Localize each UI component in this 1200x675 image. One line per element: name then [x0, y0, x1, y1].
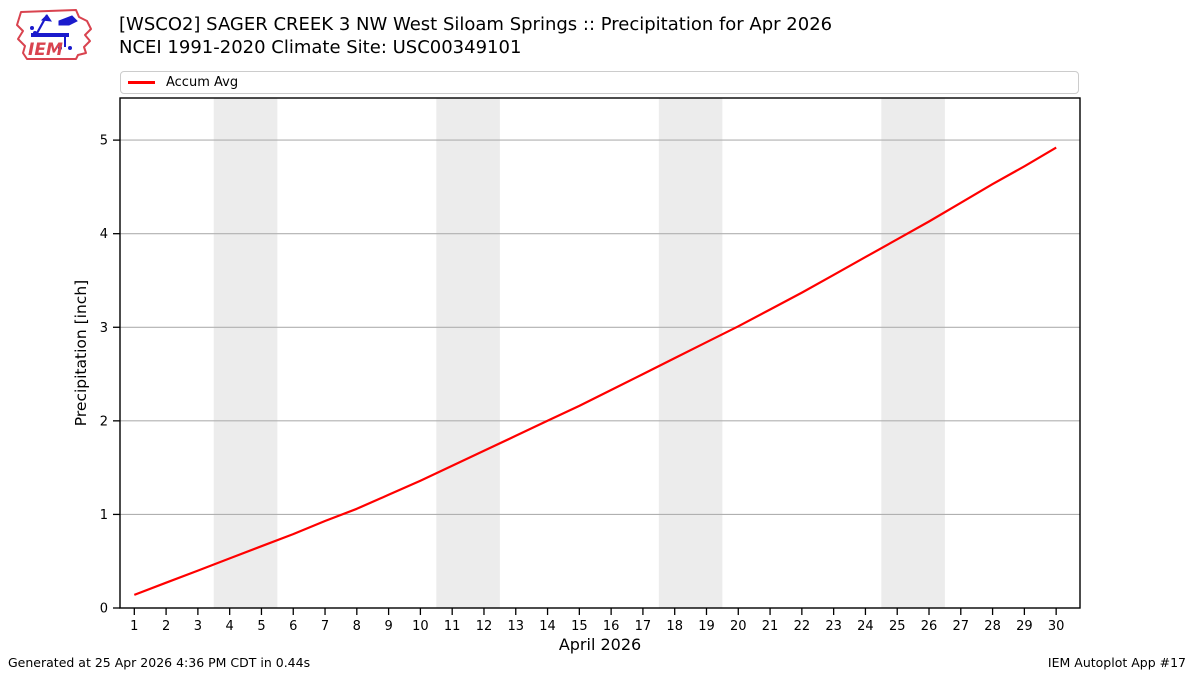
- x-tick-label: 7: [321, 619, 329, 634]
- x-tick-label: 3: [194, 619, 202, 634]
- x-tick-label: 9: [384, 619, 392, 634]
- x-tick-label: 4: [226, 619, 234, 634]
- x-tick-label: 11: [444, 619, 461, 634]
- y-tick-label: 1: [100, 508, 108, 523]
- y-tick-label: 4: [100, 227, 108, 242]
- x-tick-label: 22: [794, 619, 811, 634]
- legend-line-sample: [128, 81, 155, 84]
- x-tick-label: 10: [412, 619, 429, 634]
- x-tick-label: 6: [289, 619, 297, 634]
- y-axis-label: Precipitation [inch]: [72, 279, 90, 427]
- y-tick-label: 2: [100, 414, 108, 429]
- x-tick-label: 28: [984, 619, 1001, 634]
- x-tick-label: 27: [953, 619, 970, 634]
- x-tick-label: 23: [825, 619, 842, 634]
- x-tick-label: 14: [539, 619, 556, 634]
- weekend-band: [658, 98, 723, 608]
- legend-label: Accum Avg: [166, 75, 239, 90]
- weekend-band: [436, 98, 500, 608]
- y-tick-label: 0: [100, 602, 108, 617]
- x-tick-label: 8: [353, 619, 361, 634]
- x-tick-label: 18: [666, 619, 683, 634]
- weekend-band: [213, 98, 278, 608]
- generated-timestamp: Generated at 25 Apr 2026 4:36 PM CDT in …: [8, 655, 311, 670]
- logo-text: IEM: [28, 40, 63, 60]
- x-tick-label: 26: [921, 619, 938, 634]
- weekend-band: [881, 98, 945, 608]
- x-tick-label: 30: [1048, 619, 1065, 634]
- legend-box: Accum Avg: [120, 71, 1079, 94]
- app-credit: IEM Autoplot App #17: [1047, 655, 1186, 670]
- accum-avg-line: [133, 146, 1057, 596]
- x-tick-label: 2: [162, 619, 170, 634]
- x-tick-label: 15: [571, 619, 588, 634]
- x-tick-label: 1: [130, 619, 138, 634]
- x-tick-label: 13: [507, 619, 524, 634]
- x-tick-label: 20: [730, 619, 747, 634]
- plot-frame: [119, 97, 1081, 609]
- iem-logo: IEM: [16, 9, 92, 60]
- x-tick-label: 12: [476, 619, 493, 634]
- x-tick-label: 5: [257, 619, 265, 634]
- chart-title-line2: NCEI 1991-2020 Climate Site: USC00349101: [119, 37, 522, 58]
- x-tick-label: 19: [698, 619, 715, 634]
- y-tick-label: 3: [100, 321, 108, 336]
- x-tick-label: 24: [857, 619, 874, 634]
- chart-title: [WSCO2] SAGER CREEK 3 NW West Siloam Spr…: [119, 13, 832, 59]
- x-tick-label: 21: [762, 619, 779, 634]
- x-tick-label: 16: [603, 619, 620, 634]
- x-tick-label: 25: [889, 619, 906, 634]
- y-tick-label: 5: [100, 134, 108, 149]
- x-axis-label: April 2026: [558, 635, 642, 654]
- x-tick-label: 17: [635, 619, 652, 634]
- chart-title-line1: [WSCO2] SAGER CREEK 3 NW West Siloam Spr…: [119, 14, 833, 35]
- weather-vane-icon: [30, 14, 78, 50]
- x-tick-label: 29: [1016, 619, 1033, 634]
